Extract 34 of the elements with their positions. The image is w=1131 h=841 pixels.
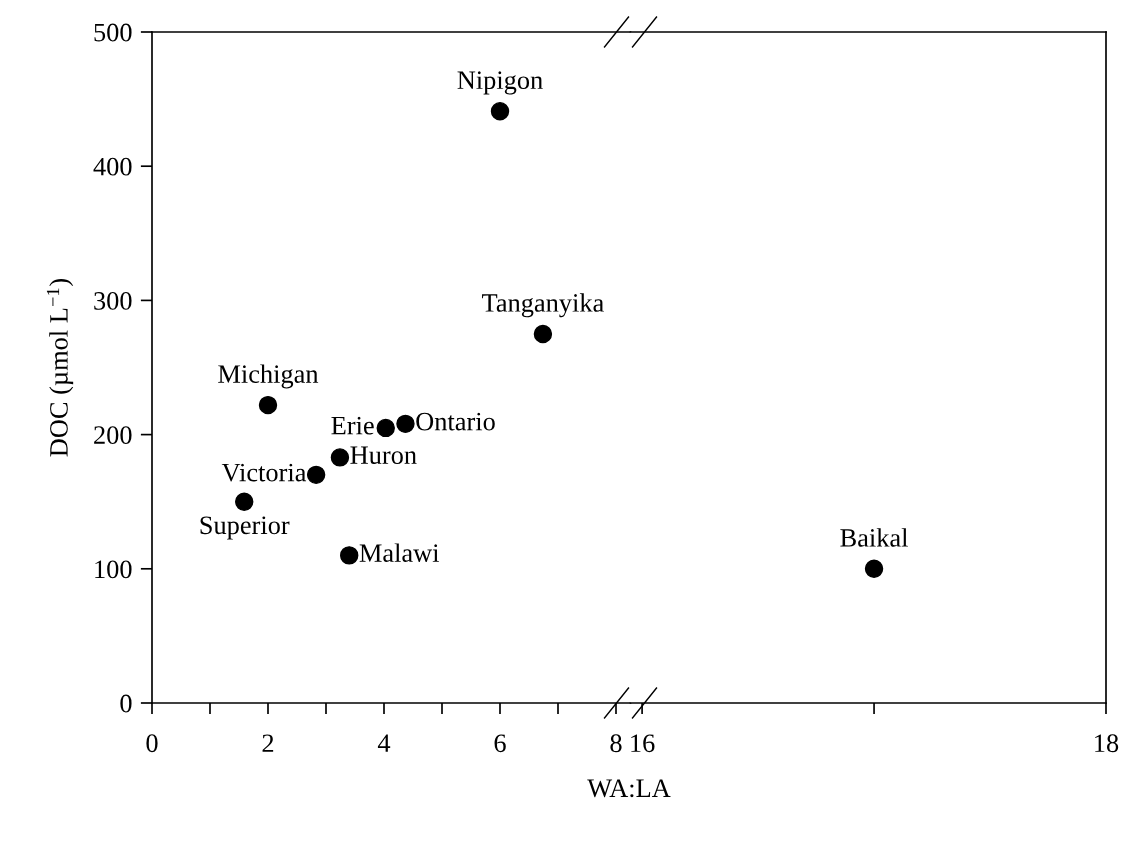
point [235,492,254,511]
annotation: Baikal [840,528,908,547]
point [376,418,395,438]
annotation: Victoria [221,463,307,482]
x-tick-label: 0 [146,734,158,753]
y-tick-label: 200 [94,426,132,445]
x-tick-label: 6 [494,734,506,753]
annotation: Ontario [416,412,495,431]
y-tick-label: 500 [94,23,132,42]
x-tick-label: 4 [377,734,391,752]
annotation: Michigan [218,364,319,389]
annotation: Huron [350,446,417,465]
point [339,546,359,565]
annotation: Superior [200,516,290,540]
annotation: Malawi [359,543,440,562]
point [306,465,326,485]
point [330,448,350,467]
point [396,414,415,434]
y-tick-label: 0 [120,694,132,713]
annotation: Erie [331,416,374,435]
x-axis-title: WA:LA [587,779,671,798]
annotation: Tanganyika [482,293,604,318]
x-tick-label: 2 [262,734,274,752]
x-tick-label: 8 [610,734,622,753]
y-tick-label: 300 [94,292,132,310]
point [258,395,278,415]
y-tick-label: 400 [93,157,132,176]
x-tick-label: 18 [1095,734,1119,753]
y-tick-label: 100 [95,560,132,579]
point [533,324,553,344]
x-tick-label: 16 [631,734,655,753]
y-axis-title: DOC (µmol L$^{−1}$) [46,279,74,457]
annotation: Nipigon [457,71,543,95]
point [490,101,510,121]
